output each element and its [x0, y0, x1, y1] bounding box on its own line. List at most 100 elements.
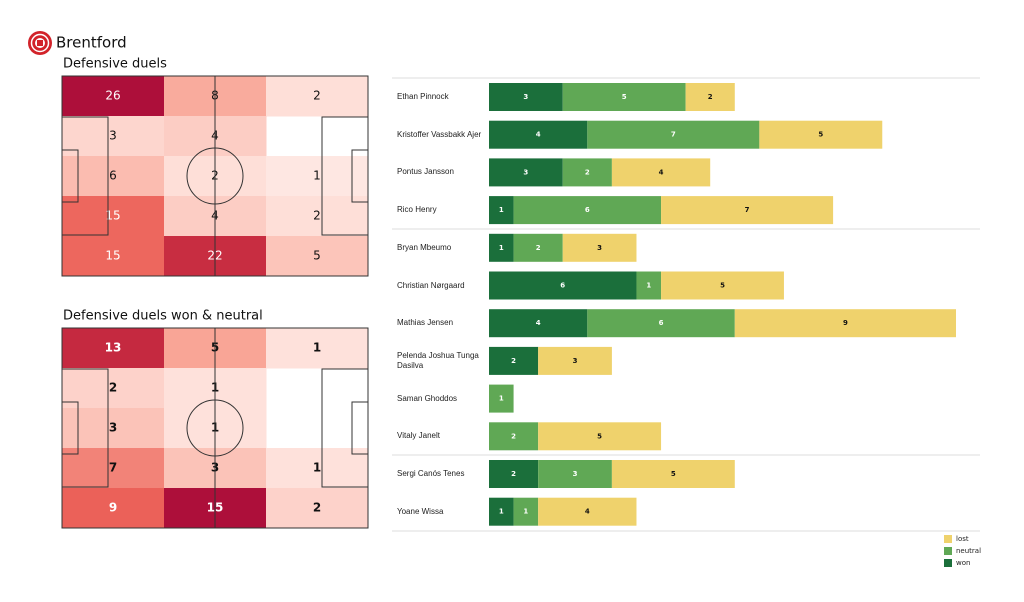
cell-label: 26: [105, 89, 120, 103]
bar-value-label: 1: [499, 206, 504, 214]
bar-segment: [489, 422, 539, 451]
heatmap-cell: [266, 328, 369, 369]
heatmap-cell: [62, 328, 165, 369]
cell-label: 3: [109, 129, 117, 143]
legend-swatch: [944, 547, 952, 555]
bar-value-label: 2: [511, 470, 516, 478]
cell-label: 15: [105, 249, 120, 263]
bar-segment: [562, 158, 612, 187]
bar-value-label: 2: [585, 168, 590, 176]
player-name: Ethan Pinnock: [397, 92, 449, 101]
bar-segment: [587, 309, 735, 338]
bar-value-label: 6: [659, 319, 664, 327]
club-logo: [28, 31, 52, 55]
bar-segment: [513, 497, 539, 526]
bar-segment: [611, 158, 711, 187]
bar-segment: [562, 233, 637, 262]
heatmap-cell: [62, 156, 165, 197]
player-name: Mathias Jensen: [397, 318, 454, 328]
bar-segment: [489, 196, 514, 225]
bar-value-label: 2: [511, 357, 516, 365]
legend-swatch: [944, 535, 952, 543]
player-name: Vitaly Janelt: [397, 431, 440, 441]
bar-value-label: 7: [671, 131, 676, 139]
player-name: Pontus Jansson: [397, 167, 454, 177]
bar-segment: [538, 497, 637, 526]
bar-segment: [513, 196, 662, 225]
heatmap-cell: [62, 196, 165, 237]
bar-segment: [489, 158, 563, 187]
bar-value-label: 7: [745, 206, 750, 214]
bar-value-label: 5: [720, 282, 725, 290]
bar-segment: [489, 83, 563, 111]
bar-segment: [759, 120, 883, 149]
bar-value-label: 4: [659, 168, 664, 176]
cell-label: 9: [109, 501, 117, 515]
bar-value-label: 1: [499, 508, 504, 516]
cell-label: 1: [313, 341, 321, 355]
bar-value-label: 1: [523, 508, 528, 516]
player-name: Bryan Mbeumo: [397, 242, 452, 252]
bar-segment: [661, 271, 784, 300]
bar-value-label: 5: [597, 432, 602, 440]
cell-label: 2: [313, 89, 321, 103]
heatmap-cell: [266, 448, 369, 489]
cell-label: 7: [109, 461, 117, 475]
heatmap-cell: [266, 488, 369, 529]
bar-segment: [587, 120, 760, 149]
team-title: Brentford: [56, 34, 127, 52]
cell-label: 1: [313, 169, 321, 183]
heatmap-cell: [266, 76, 369, 117]
player-name: Kristoffer Vassbakk Ajer: [397, 129, 482, 139]
bar-segment: [636, 271, 662, 300]
bar-value-label: 3: [573, 470, 578, 478]
bar-segment: [489, 233, 514, 262]
bar-value-label: 3: [573, 357, 578, 365]
cell-label: 2: [313, 501, 321, 515]
cell-label: 6: [109, 169, 117, 183]
legend-swatch: [944, 559, 952, 567]
cell-label: 1: [313, 461, 321, 475]
heatmap-title: Defensive duels: [63, 57, 167, 72]
heatmap-cell: [62, 76, 165, 117]
goal-area: [61, 401, 79, 455]
bar-value-label: 4: [536, 131, 541, 139]
centre-circle: [186, 399, 244, 457]
heatmap-cell: [266, 196, 369, 237]
heatmap-cell: [266, 156, 369, 197]
heatmap-cell: [266, 236, 369, 277]
centre-circle: [186, 147, 244, 205]
bar-segment: [538, 346, 612, 375]
bar-value-label: 3: [523, 93, 528, 101]
bar-value-label: 3: [597, 244, 602, 252]
player-name: Saman Ghoddos: [397, 393, 458, 403]
bar-value-label: 6: [560, 282, 565, 290]
bar-segment: [661, 196, 834, 225]
heatmap-cell: [62, 408, 165, 449]
bar-segment: [538, 422, 662, 451]
bar-value-label: 6: [585, 206, 590, 214]
bar-segment: [489, 309, 588, 338]
cell-label: 3: [109, 421, 117, 435]
heatmap-title: Defensive duels won & neutral: [63, 309, 263, 324]
legend-label: won: [956, 559, 970, 567]
bar-value-label: 1: [646, 282, 651, 290]
cell-label: 2: [109, 381, 117, 395]
bar-segment: [489, 460, 539, 488]
heatmap-cell: [62, 368, 165, 409]
bar-segment: [489, 120, 588, 149]
legend-label: lost: [956, 535, 969, 543]
bar-segment: [538, 460, 612, 488]
bar-segment: [611, 460, 735, 488]
bar-value-label: 3: [523, 168, 528, 176]
pitch-lines: [61, 327, 369, 529]
player-name: Christian Nørgaard: [397, 280, 465, 290]
bar-segment: [562, 83, 686, 111]
pitch-lines: [61, 75, 369, 277]
legend-label: neutral: [956, 547, 981, 555]
bar-value-label: 2: [536, 244, 541, 252]
bar-value-label: 1: [499, 244, 504, 252]
cell-label: 15: [105, 209, 120, 223]
bar-segment: [489, 384, 514, 413]
